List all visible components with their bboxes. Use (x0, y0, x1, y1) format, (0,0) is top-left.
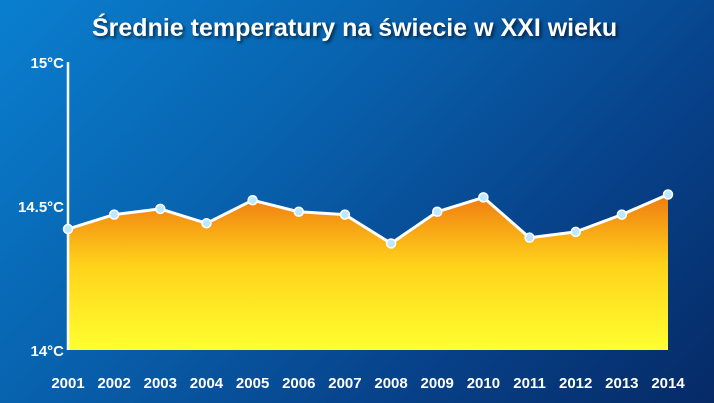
data-point-2004 (201, 218, 212, 229)
x-tick-label-2014: 2014 (651, 375, 685, 392)
data-point-2005 (247, 194, 258, 206)
data-point-2007 (339, 209, 351, 220)
data-point-2011 (524, 232, 535, 243)
y-tick-label: 15°C (30, 55, 64, 72)
x-tick-label-2008: 2008 (374, 375, 407, 392)
x-tick-label-2006: 2006 (282, 375, 315, 392)
x-tick-label-2012: 2012 (559, 375, 592, 392)
data-point-2001 (62, 223, 74, 235)
series-line (67, 193, 669, 245)
data-point-2010 (478, 192, 489, 203)
y-tick-label: 14°C (30, 343, 64, 360)
x-tick-label-2011: 2011 (513, 375, 546, 392)
x-tick-label-2005: 2005 (236, 375, 269, 392)
x-tick-label-2003: 2003 (144, 375, 177, 392)
data-point-2006 (293, 206, 305, 218)
y-tick-label: 14.5°C (18, 199, 64, 216)
x-tick-label-2007: 2007 (328, 375, 361, 392)
x-tick-label-2004: 2004 (190, 375, 224, 392)
data-point-2009 (431, 206, 443, 218)
area-fill (68, 194, 668, 350)
data-point-2013 (616, 209, 628, 220)
x-tick-label-2013: 2013 (605, 375, 638, 392)
data-point-2012 (570, 226, 581, 238)
x-tick-label-2001: 2001 (51, 375, 84, 392)
x-tick-label-2002: 2002 (97, 375, 130, 392)
data-point-2002 (108, 209, 120, 220)
x-tick-label-2009: 2009 (421, 375, 454, 392)
data-point-2014 (662, 189, 674, 200)
data-point-2003 (155, 203, 166, 215)
chart-title: Średnie temperatury na świecie w XXI wie… (92, 14, 618, 42)
x-tick-label-2010: 2010 (467, 375, 500, 392)
data-point-2008 (385, 238, 397, 249)
